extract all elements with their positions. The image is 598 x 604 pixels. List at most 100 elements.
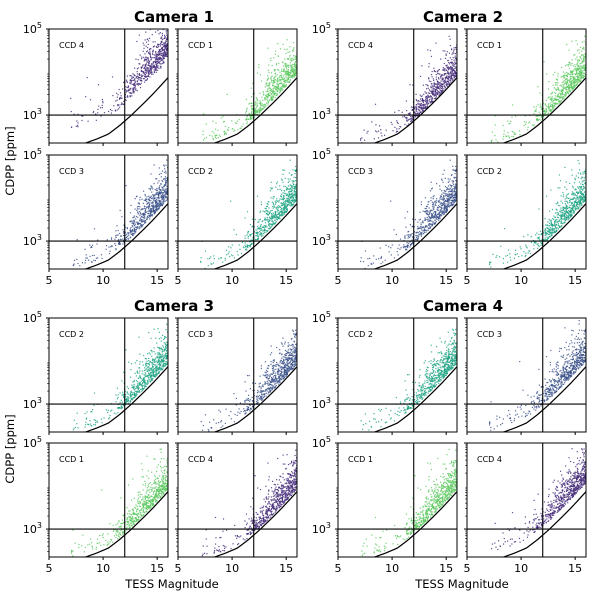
data-point	[136, 222, 139, 224]
x-tick-label: 5	[175, 274, 182, 287]
data-point	[119, 97, 121, 99]
data-point	[446, 186, 448, 189]
data-point	[250, 117, 252, 120]
data-point	[145, 72, 147, 74]
data-point	[244, 249, 247, 251]
data-point	[373, 255, 375, 257]
data-point	[226, 254, 228, 256]
data-point	[258, 64, 260, 66]
data-point	[407, 245, 409, 247]
data-point	[250, 242, 253, 245]
data-point	[571, 85, 573, 88]
data-point	[447, 196, 450, 198]
data-point	[161, 204, 164, 206]
data-point	[417, 106, 419, 108]
ccd-label: CCD 3	[348, 167, 373, 176]
data-point	[381, 135, 383, 137]
data-point	[453, 199, 455, 201]
data-point	[162, 44, 164, 46]
data-point	[274, 222, 276, 225]
data-point	[545, 109, 547, 111]
data-point	[448, 52, 451, 54]
data-point	[244, 235, 246, 237]
data-point	[284, 74, 286, 76]
data-point	[160, 66, 162, 68]
data-point	[127, 233, 129, 235]
data-point	[115, 230, 117, 232]
data-point	[454, 192, 456, 195]
data-point	[265, 205, 268, 208]
data-point	[157, 29, 159, 32]
data-point	[566, 188, 568, 190]
data-point	[431, 89, 433, 91]
data-point	[135, 229, 138, 231]
data-point	[581, 181, 583, 183]
data-point	[132, 88, 135, 91]
data-point	[420, 227, 422, 230]
data-point	[158, 62, 160, 64]
data-point	[408, 236, 411, 238]
data-point	[157, 43, 159, 45]
panel-frame	[48, 154, 169, 270]
data-point	[239, 248, 241, 250]
data-point	[263, 103, 265, 106]
data-point	[142, 213, 144, 215]
data-point	[230, 247, 232, 249]
data-point	[447, 202, 449, 204]
data-point	[415, 106, 417, 109]
data-point	[275, 88, 277, 91]
data-point	[582, 76, 585, 78]
data-point	[293, 76, 296, 78]
data-point	[293, 200, 296, 202]
data-point	[427, 92, 429, 94]
data-point	[156, 64, 158, 67]
data-point	[361, 137, 363, 139]
data-point	[295, 64, 297, 66]
data-point	[291, 180, 293, 182]
data-point	[566, 78, 568, 80]
data-point	[130, 75, 132, 77]
data-point	[428, 207, 430, 209]
data-point	[455, 74, 457, 76]
data-point	[73, 113, 75, 115]
data-point	[166, 186, 168, 188]
data-point	[541, 115, 543, 118]
data-point	[295, 194, 297, 196]
data-point	[450, 205, 452, 207]
data-point	[559, 101, 562, 103]
data-point	[139, 222, 141, 225]
data-point	[289, 159, 291, 161]
data-point	[272, 202, 274, 204]
data-point	[158, 197, 161, 199]
data-point	[455, 200, 457, 202]
data-point	[449, 78, 452, 80]
data-point	[415, 232, 417, 234]
data-point	[250, 87, 252, 89]
data-point	[143, 67, 145, 69]
data-point	[535, 106, 537, 108]
data-point	[553, 103, 556, 105]
data-point	[271, 93, 273, 95]
data-point	[144, 205, 146, 208]
panel-frame	[177, 28, 298, 144]
data-point	[166, 188, 168, 190]
data-point	[571, 71, 573, 74]
data-point	[159, 193, 161, 195]
data-point	[134, 224, 136, 227]
data-point	[162, 191, 164, 194]
data-point	[228, 251, 230, 253]
data-point	[570, 73, 572, 75]
data-point	[129, 89, 131, 91]
data-point	[140, 66, 142, 68]
data-point	[293, 183, 295, 186]
data-point	[236, 122, 238, 125]
data-point	[136, 206, 139, 208]
data-point	[446, 197, 448, 199]
data-point	[581, 62, 583, 64]
data-point	[119, 238, 122, 241]
data-point	[287, 74, 289, 76]
data-point	[446, 85, 448, 87]
data-point	[150, 215, 152, 217]
data-point	[151, 215, 154, 217]
data-point	[262, 220, 264, 222]
